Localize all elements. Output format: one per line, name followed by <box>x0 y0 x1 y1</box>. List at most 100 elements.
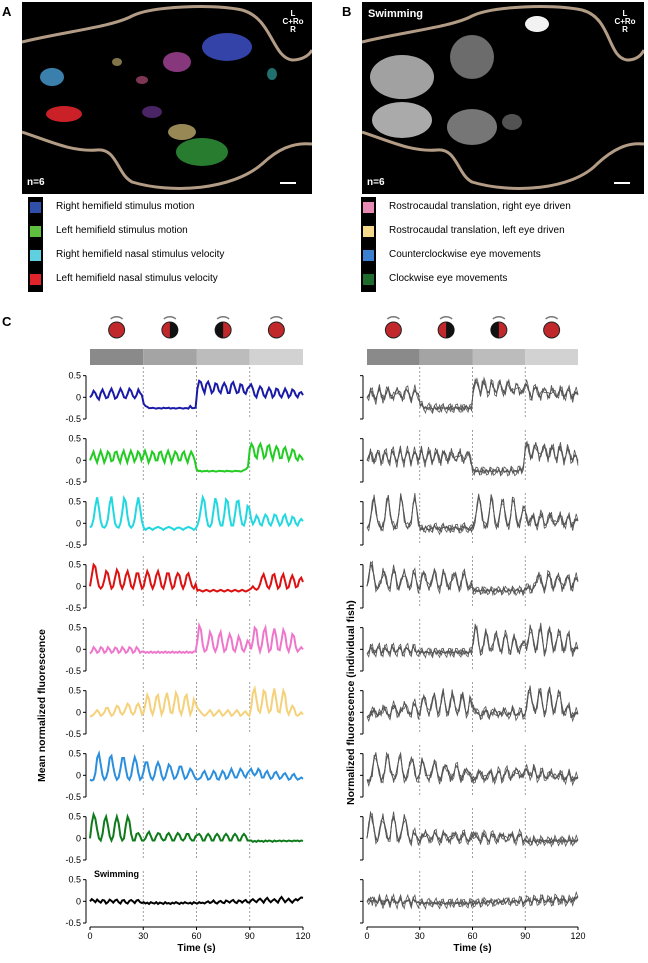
grating-stimulus-icon <box>384 321 402 339</box>
panel-a-label: A <box>2 4 12 19</box>
rotation-arrow-icon <box>439 315 453 320</box>
compass-cross: + <box>620 17 625 26</box>
rotation-arrow-icon <box>163 315 177 320</box>
legend-swatch <box>30 250 41 261</box>
mean-trace-line <box>89 750 304 782</box>
y-tick-label: 0 <box>76 833 81 843</box>
individual-fish-trace <box>366 622 579 659</box>
grating-stimulus-icon <box>543 321 561 339</box>
legend-swatch <box>30 202 41 213</box>
stimulus-segment <box>472 349 526 365</box>
stimulus-segment <box>196 349 250 365</box>
mean-trace-line <box>89 493 304 532</box>
y-tick-label: 0.5 <box>68 749 81 759</box>
rotation-arrow-icon <box>216 315 230 320</box>
y-tick-label: 0.5 <box>68 623 81 633</box>
y-tick-label: -0.5 <box>65 918 81 928</box>
compass-a: L C+Ro R <box>278 10 308 34</box>
panel-c-label: C <box>2 314 12 329</box>
y-tick-label: -0.5 <box>65 414 81 424</box>
hemifield-mask-icon <box>169 322 178 338</box>
y-tick-label: 0.5 <box>68 686 81 696</box>
hemifield-mask-icon <box>446 322 455 338</box>
compass-b: L C+Ro R <box>610 10 640 34</box>
brain-outline-b <box>361 5 646 190</box>
stimulus-segment <box>249 349 303 365</box>
y-tick-label: 0.5 <box>68 371 81 381</box>
x-tick-label: 30 <box>415 931 425 941</box>
individual-fish-trace <box>366 376 579 415</box>
legend-swatch <box>30 274 41 285</box>
legend-a-box <box>28 197 43 292</box>
y-tick-label: 0.5 <box>68 875 81 885</box>
y-tick-label: -0.5 <box>65 477 81 487</box>
y-tick-label: 0.5 <box>68 497 81 507</box>
grating-stimulus-icon <box>267 321 285 339</box>
individual-fish-trace <box>366 751 579 788</box>
mean-trace-line <box>89 562 304 593</box>
legend-item-label: Right hemifield stimulus motion <box>56 201 195 212</box>
x-tick-label: 60 <box>191 931 201 941</box>
x-tick-label: 90 <box>520 931 530 941</box>
legend-swatch <box>363 226 374 237</box>
x-tick-label: 60 <box>467 931 477 941</box>
panel-a-brain-image: L C+Ro R n=6 <box>21 2 314 194</box>
scale-bar-a <box>280 182 296 184</box>
x-axis-title: Time (s) <box>453 943 491 954</box>
legend-item-label: Rostrocaudal translation, left eye drive… <box>389 225 565 236</box>
hemifield-mask-icon <box>215 322 224 338</box>
stimulus-segment <box>525 349 578 365</box>
mean-trace-line <box>89 379 304 410</box>
individual-fish-trace <box>366 560 579 597</box>
individual-fish-trace <box>366 811 579 848</box>
legend-swatch <box>363 250 374 261</box>
scale-bar-b <box>614 182 630 184</box>
y-tick-label: 0 <box>76 455 81 465</box>
y-axis-title-left: Mean normalized fluorescence <box>36 629 48 782</box>
hemifield-mask-icon <box>490 322 499 338</box>
x-tick-label: 90 <box>245 931 255 941</box>
compass-top-label: L <box>622 9 628 18</box>
mean-trace-line <box>89 684 304 718</box>
individual-fish-trace <box>366 440 579 477</box>
sample-size-b: n=6 <box>367 177 385 188</box>
panel-b-label: B <box>342 4 352 19</box>
swimming-row-label: Swimming <box>94 869 139 879</box>
legend-item-label: Counterclockwise eye movements <box>389 249 541 260</box>
x-tick-label: 30 <box>138 931 148 941</box>
rotation-arrow-icon <box>386 315 400 320</box>
y-tick-label: 0 <box>76 707 81 717</box>
y-tick-label: 0 <box>76 518 81 528</box>
legend-item-label: Left hemifield stimulus motion <box>56 225 188 236</box>
compass-cross: + <box>288 17 293 26</box>
compass-top-label: L <box>290 9 296 18</box>
compass-right-label: Ro <box>292 17 304 26</box>
y-tick-label: 0 <box>76 896 81 906</box>
x-tick-label: 120 <box>295 931 310 941</box>
stimulus-segment <box>367 349 420 365</box>
y-tick-label: 0 <box>76 392 81 402</box>
x-tick-label: 0 <box>364 931 369 941</box>
brain-outline-a <box>21 5 314 190</box>
y-tick-label: -0.5 <box>65 729 81 739</box>
fluorescence-traces-figure: 0.5 0 -0.5 0.5 0 -0.5 0.5 0 -0.5 0.5 0 -0.5 0.5 0 -0.5… <box>65 315 586 954</box>
rotation-arrow-icon <box>269 315 283 320</box>
rotation-arrow-icon <box>545 315 559 320</box>
y-tick-label: 0.5 <box>68 560 81 570</box>
sample-size-a: n=6 <box>27 177 45 188</box>
y-tick-label: -0.5 <box>65 540 81 550</box>
y-tick-label: 0 <box>76 581 81 591</box>
compass-bottom-label: R <box>290 25 296 34</box>
x-tick-label: 0 <box>87 931 92 941</box>
grating-stimulus-icon <box>108 321 126 339</box>
rotation-arrow-icon <box>110 315 124 320</box>
mean-trace-line <box>89 811 304 844</box>
mean-trace-line <box>89 895 304 906</box>
compass-left-label: C <box>282 17 289 26</box>
panel-b-title: Swimming <box>368 8 424 20</box>
legend-b-box <box>361 197 376 292</box>
legend-swatch <box>363 274 374 285</box>
legend-swatch <box>363 202 374 213</box>
legend-swatch <box>30 226 41 237</box>
mean-trace-line <box>89 441 304 473</box>
